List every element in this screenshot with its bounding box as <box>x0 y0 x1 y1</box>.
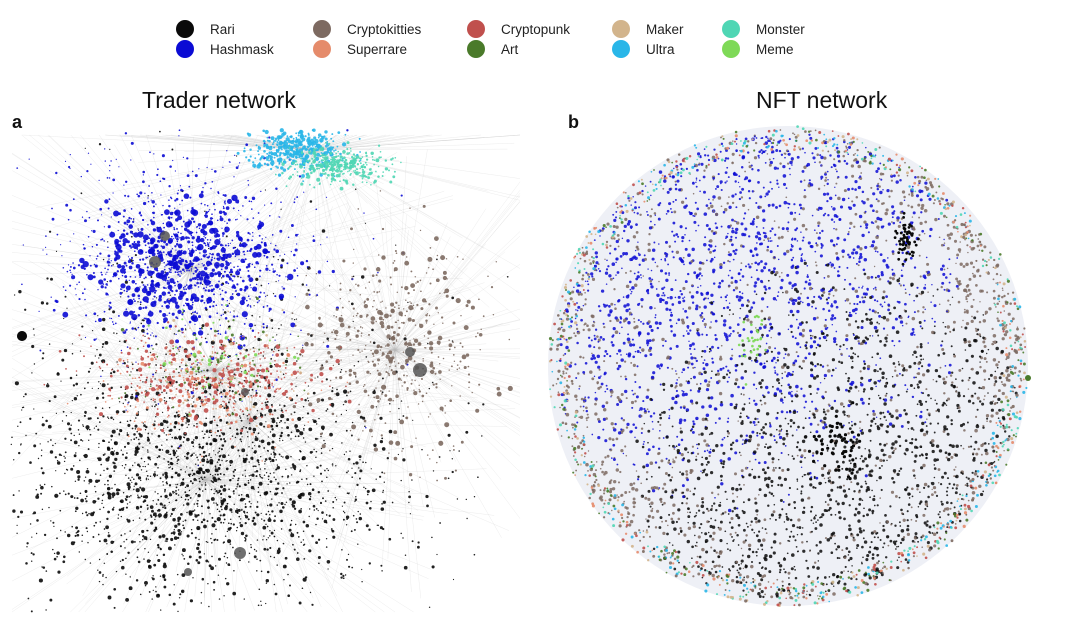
nft-network-graph <box>548 125 1031 607</box>
trader-network-graph <box>11 128 520 612</box>
panel-b-label: b <box>568 112 579 133</box>
trader-network-title: Trader network <box>142 87 296 114</box>
nft-network-title: NFT network <box>756 87 887 114</box>
panel-a-label: a <box>12 112 22 133</box>
